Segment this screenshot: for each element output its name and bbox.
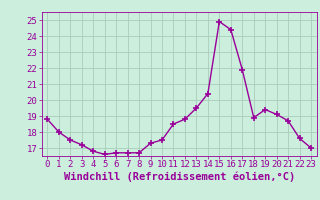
- X-axis label: Windchill (Refroidissement éolien,°C): Windchill (Refroidissement éolien,°C): [64, 172, 295, 182]
